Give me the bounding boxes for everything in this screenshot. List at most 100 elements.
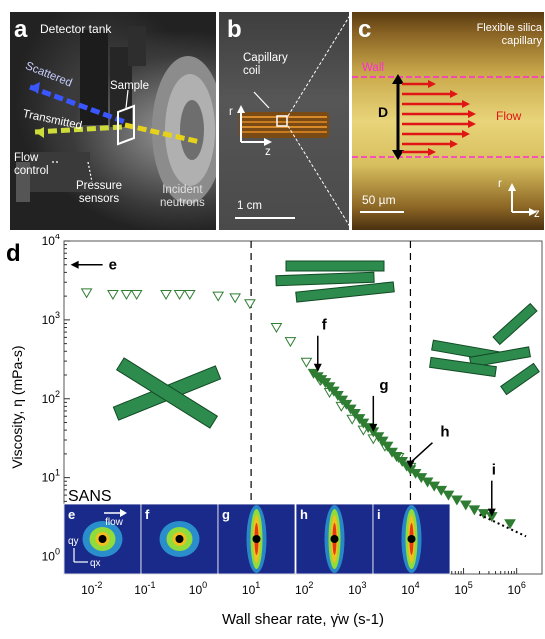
scale-label: 50 µm [362,193,396,207]
data-point-open [130,289,143,300]
diameter-label: D [378,104,389,120]
data-point-filled [468,505,481,516]
data-point-filled [376,436,389,447]
y-tick-label: 100 [42,547,60,564]
arrowhead [30,82,40,94]
data-point-filled [381,441,394,452]
arrowhead [508,183,516,191]
rods-aligned-icon [275,260,395,303]
qx-label: qx [90,558,101,569]
panel-b-drawing [235,91,329,219]
x-tick-label: 10-1 [134,580,155,597]
y-tick-label: 103 [42,310,60,327]
data-point-open [107,289,119,300]
beamstop [252,535,261,543]
beam-port [180,100,204,160]
panel-label: d [6,240,21,267]
x-axis-label: Wall shear rate, γ̇w (s-1) [222,611,384,628]
data-point-filled [477,509,490,520]
pointer-line [125,89,129,109]
arrowhead [406,460,415,469]
panel-c-title: Flexible silica capillary [476,22,542,47]
data-point-open [183,289,196,300]
data-point-open [284,337,297,348]
y-tick-label: 102 [42,389,60,406]
flow-label: flow [105,517,124,528]
y-tick-label: 101 [42,468,60,485]
arrow-h [409,442,433,464]
flow-control-label: Flow control [14,152,49,177]
panel-a-photo: a Detector tank Scattered Transmitted Sa… [10,12,216,230]
data-point-open [229,293,241,304]
data-point-filled [459,500,472,511]
beamstop [175,535,184,543]
inset-label: f [145,507,150,522]
data-point-open [300,357,313,368]
panel-label: a [14,16,28,43]
x-tick-label: 103 [348,580,366,597]
data-point-open [160,289,172,300]
power-law-fit [479,513,527,538]
data-point-filled [349,409,361,419]
annotation-label: h [440,424,449,441]
panel-b-photo: b Capillary coil r z 1 cm [219,12,349,230]
data-point-filled [442,490,455,501]
data-point-open [244,299,256,310]
data-point-open [212,291,225,302]
axis-r-label: r [229,106,233,118]
axis-r-label: r [498,178,502,190]
inset-label: g [222,507,230,522]
panel-a-drawing [16,26,216,204]
x-tick-label: 104 [401,580,419,597]
arrowhead [237,105,245,113]
arrowhead [392,74,404,84]
flow-label: Flow [496,109,522,123]
annotation-label: g [379,377,388,394]
arrowhead [529,208,537,216]
x-tick-label: 100 [189,580,207,597]
panel-a-title: Detector tank [40,22,112,36]
axis-z-label: z [534,208,540,220]
equipment-block [128,26,146,66]
scale-label: 1 cm [237,200,262,212]
data-point-open [173,289,186,300]
rods-isotropic-icon [112,357,222,429]
arrowhead [35,127,44,138]
x-tick-label: 101 [242,580,260,597]
y-tick-label: 104 [42,234,60,248]
viscosity-chart: 10-2 10-1 100 101 102 103 104 105 106 100 101 102 10… [6,231,543,628]
arrowhead [264,138,272,146]
sample-label: Sample [110,80,149,92]
data-point-open [120,289,133,300]
arrowhead [487,508,496,517]
pointer-line [87,161,93,183]
x-tick-label: 106 [507,580,525,597]
arrowhead [369,423,378,432]
pressure-sensors-label: Pressure sensors [76,180,123,205]
arrowhead [392,150,404,160]
arrowhead [120,509,127,517]
axis-ticks: 10-2 10-1 100 101 102 103 104 105 106 100 101 102 10… [42,231,526,597]
panel-c-drawing [352,74,544,216]
data-point-filled [451,495,463,506]
sample-holder [117,104,135,146]
annotation-label: e [109,257,117,274]
flow-control-unit [16,162,30,202]
beamstop [330,535,339,543]
flow-profile-arrows [402,80,476,156]
wall-label: Wall [362,62,384,74]
sans-label: SANS [68,488,112,505]
data-point-filled [504,519,516,530]
inset-label: i [377,507,381,522]
panel-d: 10-2 10-1 100 101 102 103 104 105 106 100 101 102 10… [0,231,545,634]
axis-z-label: z [265,146,271,158]
x-tick-label: 10-2 [81,580,102,597]
annotation-label: f [322,317,328,334]
data-point-open [270,323,283,334]
panel-c-micrograph: c Flexible silica capillary Wall D Flow … [352,12,544,230]
y-axis-label: Viscosity, η (mPa-s) [9,345,25,468]
beamstop [407,535,416,543]
zoom-box [276,115,288,127]
arrowhead [313,363,322,372]
